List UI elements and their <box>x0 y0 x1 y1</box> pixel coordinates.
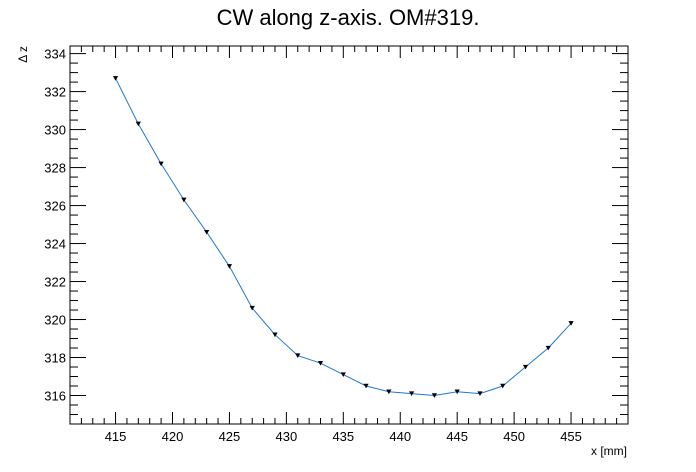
data-point <box>500 383 506 389</box>
ticks <box>69 46 629 425</box>
y-tick-label: 328 <box>44 161 66 176</box>
x-axis-title: x [mm] <box>591 444 627 458</box>
y-axis-title: Δ z <box>16 46 30 63</box>
x-tick-label: 445 <box>446 429 468 444</box>
y-tick-label: 326 <box>44 199 66 214</box>
series <box>112 76 574 398</box>
data-point <box>522 364 529 370</box>
x-tick-label: 425 <box>219 429 241 444</box>
data-point <box>317 361 324 366</box>
data-point <box>135 121 141 127</box>
data-point <box>568 321 574 326</box>
y-tick-label: 332 <box>44 85 66 100</box>
data-point <box>431 393 438 398</box>
x-tick-label: 455 <box>560 429 582 444</box>
data-point <box>386 389 392 395</box>
series-line <box>115 78 572 397</box>
data-point <box>363 383 369 389</box>
y-tick-label: 320 <box>44 313 66 328</box>
chart-title: CW along z-axis. OM#319. <box>217 5 480 30</box>
x-tick-label: 420 <box>162 429 184 444</box>
data-point <box>477 391 483 397</box>
data-point <box>158 161 164 167</box>
data-point <box>272 332 278 338</box>
x-tick-label: 435 <box>332 429 354 444</box>
data-point <box>112 76 119 81</box>
data-point <box>181 197 187 203</box>
plot-frame <box>69 45 629 425</box>
x-tick-label: 430 <box>276 429 298 444</box>
y-tick-label: 316 <box>44 389 66 404</box>
data-point <box>340 372 346 378</box>
data-point <box>545 345 551 351</box>
data-point <box>454 389 460 395</box>
data-point <box>204 229 210 235</box>
data-point <box>249 305 255 311</box>
y-tick-label: 324 <box>44 237 66 252</box>
y-tick-label: 322 <box>44 275 66 290</box>
data-point <box>226 264 233 269</box>
x-tick-label: 415 <box>105 429 127 444</box>
x-tick-label: 440 <box>389 429 411 444</box>
data-point <box>409 391 415 397</box>
y-tick-label: 318 <box>44 351 66 366</box>
y-tick-label: 334 <box>44 47 66 62</box>
x-tick-label: 450 <box>503 429 525 444</box>
tick-labels: 415 420 425 430 435 440 445 450 455 316 318 320 322 3… <box>44 47 582 444</box>
y-tick-label: 330 <box>44 123 66 138</box>
data-point <box>295 353 301 359</box>
